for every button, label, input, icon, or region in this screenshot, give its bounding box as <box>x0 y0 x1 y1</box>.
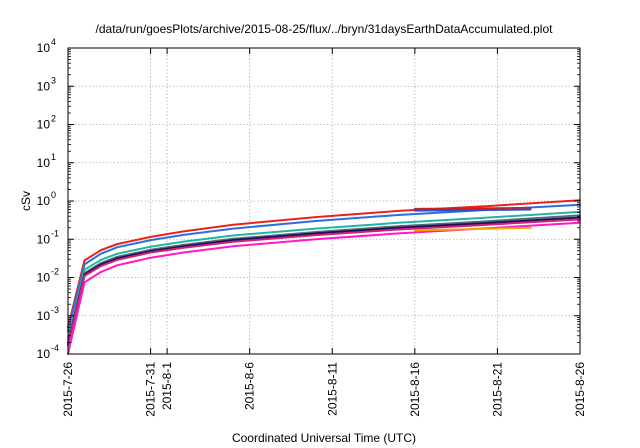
x-axis: 2015-7-26 2015-7-31 2015-8-1 2015-8-6 2015-8… <box>61 48 587 417</box>
series-line-2 <box>67 203 581 332</box>
series-group <box>67 199 581 355</box>
y-tick-label-exp: -2 <box>51 267 59 277</box>
chart-title: /data/run/goesPlots/archive/2015-08-25/f… <box>96 22 554 36</box>
y-axis-label: cSv <box>19 191 33 211</box>
series-line-5 <box>67 216 581 346</box>
series-line-3 <box>67 210 581 340</box>
y-tick-label-base: 10 <box>37 156 51 170</box>
y-tick-label-exp: 0 <box>51 190 56 200</box>
y-tick-label-exp: 4 <box>51 37 56 47</box>
y-tick-label-base: 10 <box>37 41 51 55</box>
series-line-8 <box>413 226 532 232</box>
y-tick-label-base: 10 <box>37 194 51 208</box>
grid <box>68 48 580 354</box>
x-tick-label: 2015-7-26 <box>61 362 75 417</box>
y-tick-label-exp: 3 <box>51 75 56 85</box>
x-tick-label: 2015-8-21 <box>490 362 504 417</box>
x-tick-label: 2015-8-26 <box>573 362 587 417</box>
series-line-9 <box>413 206 532 210</box>
x-tick-label: 2015-7-31 <box>144 362 158 417</box>
series-line-4 <box>67 214 581 344</box>
x-tick-label: 2015-8-16 <box>408 362 422 417</box>
y-tick-label-exp: 2 <box>51 114 56 124</box>
y-tick-label-exp: -4 <box>51 343 59 353</box>
x-tick-label: 2015-8-6 <box>243 362 257 410</box>
y-tick-label-base: 10 <box>37 232 51 246</box>
y-tick-label-exp: -3 <box>51 305 59 315</box>
x-tick-label: 2015-8-1 <box>160 362 174 410</box>
y-tick-label-base: 10 <box>37 79 51 93</box>
series-line-6 <box>67 218 581 347</box>
series-line-10 <box>413 208 532 212</box>
x-axis-label: Coordinated Universal Time (UTC) <box>232 431 416 445</box>
y-tick-label-base: 10 <box>37 118 51 132</box>
series-line-7 <box>67 221 581 355</box>
y-tick-label-exp: 1 <box>51 152 56 162</box>
y-tick-label-base: 10 <box>37 309 51 323</box>
y-tick-label-base: 10 <box>37 271 51 285</box>
x-tick-label: 2015-8-11 <box>325 362 339 416</box>
y-tick-label-base: 10 <box>37 347 51 361</box>
y-tick-label-exp: -1 <box>51 228 59 238</box>
